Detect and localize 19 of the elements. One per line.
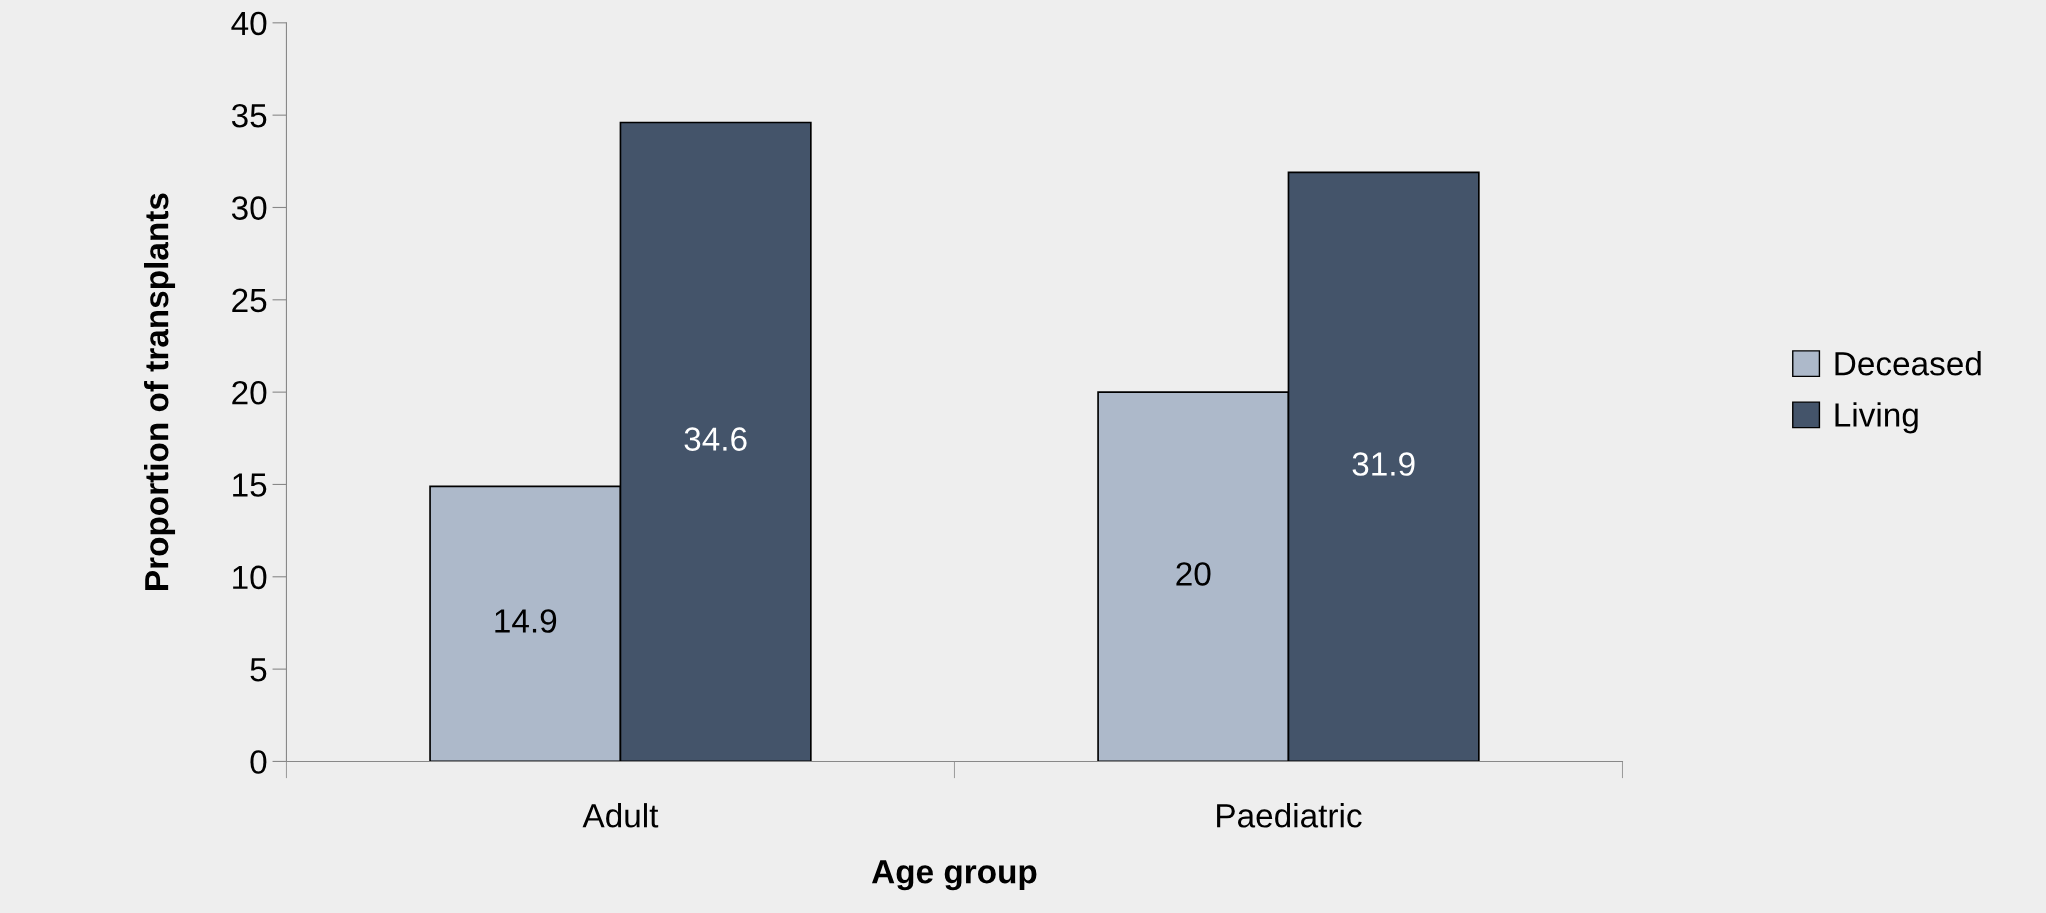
x-axis-title: Age group bbox=[871, 860, 1037, 891]
y-tick-label: 25 bbox=[232, 288, 267, 313]
legend-label: Living bbox=[1835, 402, 1918, 434]
y-tick-label: 30 bbox=[231, 196, 267, 220]
y-tick-label: 0 bbox=[250, 750, 267, 774]
legend-label: Deceased bbox=[1835, 351, 1981, 376]
y-tick-label: 15 bbox=[233, 473, 267, 497]
data-label: 20 bbox=[1176, 562, 1211, 586]
x-tick-label: Adult bbox=[582, 803, 659, 828]
y-tick-label: 20 bbox=[232, 380, 267, 405]
data-label: 14.9 bbox=[495, 609, 557, 633]
data-label: 31.9 bbox=[1352, 452, 1415, 476]
y-tick-label: 5 bbox=[250, 658, 267, 682]
y-axis-title: Proportion of transplants bbox=[143, 193, 176, 590]
y-tick-label: 35 bbox=[231, 103, 267, 128]
x-tick-label: Paediatric bbox=[1217, 803, 1362, 828]
data-label: 34.6 bbox=[684, 427, 747, 451]
y-tick-label: 10 bbox=[233, 565, 267, 590]
y-tick-label: 40 bbox=[231, 11, 267, 36]
